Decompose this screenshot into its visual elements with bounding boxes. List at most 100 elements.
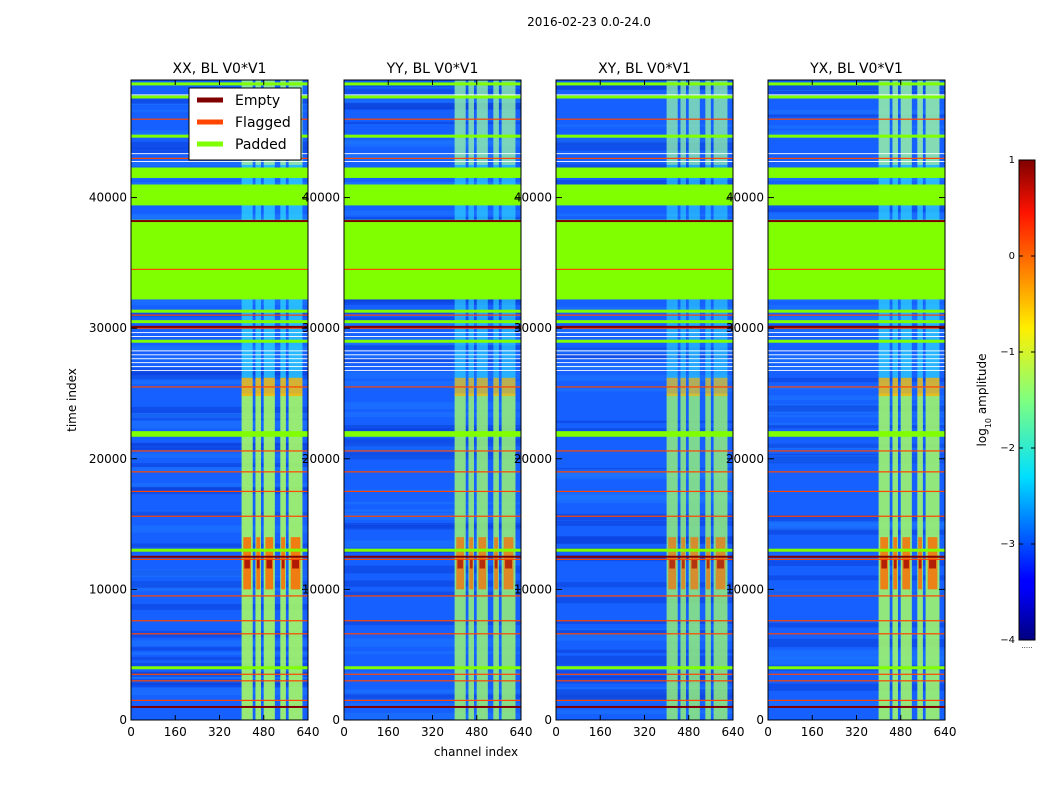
flagged-line xyxy=(131,450,308,452)
panels: XX, BL V0*V1 0 160 320 480 640 0 10000 20000 3000… xyxy=(89,61,957,739)
rfi-band-top xyxy=(713,80,728,165)
rfi-band-top xyxy=(688,80,700,165)
x-tick-label: 0 xyxy=(552,725,560,739)
noise-stripe xyxy=(556,520,733,526)
white-line xyxy=(556,362,733,364)
noise-stripe xyxy=(131,443,308,450)
white-line xyxy=(131,354,308,356)
x-tick-label: 0 xyxy=(340,725,348,739)
rfi-band-top xyxy=(925,80,940,165)
noise-stripe xyxy=(768,377,945,383)
noise-stripe xyxy=(768,656,945,660)
white-line xyxy=(344,336,521,337)
rfi-band-top xyxy=(680,80,686,165)
x-tick-label: 480 xyxy=(677,725,700,739)
padded-line xyxy=(344,548,521,552)
flagged-line xyxy=(556,699,733,702)
noise-stripe xyxy=(556,84,733,91)
noise-stripe xyxy=(556,142,733,147)
panel-1: YY, BL V0*V1 0 160 320 480 640 0 10000 20000 3000… xyxy=(302,61,533,739)
flagged-line xyxy=(131,490,308,493)
flagged-line xyxy=(768,268,945,270)
noise-stripe xyxy=(768,414,945,418)
noise-stripe xyxy=(344,140,521,145)
white-line xyxy=(344,350,521,352)
empty-line xyxy=(768,555,945,558)
flagged-line xyxy=(344,673,521,675)
white-line xyxy=(131,366,308,368)
padded-line xyxy=(131,320,308,324)
colorbar-tick-label: −3 xyxy=(1000,539,1015,550)
flagged-line xyxy=(768,515,945,517)
colorbar-tick-label: 1 xyxy=(1009,155,1015,166)
noise-stripe xyxy=(344,425,521,432)
noise-stripe xyxy=(344,523,521,530)
flagged-line xyxy=(344,680,521,682)
noise-stripe xyxy=(344,489,521,492)
x-tick-label: 640 xyxy=(297,725,320,739)
padded-line xyxy=(344,95,521,99)
x-tick-label: 0 xyxy=(764,725,772,739)
flagged-line xyxy=(768,699,945,702)
y-tick-label: 10000 xyxy=(89,582,127,596)
flagged-line xyxy=(768,471,945,473)
empty-line xyxy=(344,555,521,558)
noise-stripe xyxy=(768,175,945,181)
y-tick-label: 40000 xyxy=(89,191,127,205)
flagged-line xyxy=(131,386,308,388)
rfi-band-top xyxy=(917,80,923,165)
noise-stripe xyxy=(556,663,733,666)
y-tick-label: 40000 xyxy=(726,191,764,205)
rfi-band-top xyxy=(900,80,912,165)
y-tick-label: 20000 xyxy=(302,452,340,466)
plot-area xyxy=(768,80,945,720)
y-tick-label: 40000 xyxy=(514,191,552,205)
white-line xyxy=(131,369,308,371)
colorbar-label: log10 amplitude xyxy=(975,354,993,447)
flagged-line xyxy=(344,268,521,270)
noise-stripe xyxy=(768,353,945,361)
padded-line xyxy=(768,134,945,138)
rfi-core xyxy=(893,559,897,569)
colorbar-tick-label: −4 xyxy=(1000,635,1015,646)
flagged-line xyxy=(556,157,733,159)
noise-stripe xyxy=(556,629,733,634)
rfi-band-top xyxy=(468,80,474,165)
flagged-line xyxy=(131,314,308,316)
y-tick-label: 0 xyxy=(332,713,340,727)
panel-2: XY, BL V0*V1 0 160 320 480 640 0 10000 20000 3000… xyxy=(514,61,745,739)
padded-line xyxy=(556,339,733,343)
rfi-band-top xyxy=(878,80,890,165)
legend-label-empty: Empty xyxy=(235,93,280,109)
flagged-line xyxy=(556,471,733,473)
noise-stripe xyxy=(344,380,521,387)
flagged-line xyxy=(131,620,308,622)
x-tick-label: 320 xyxy=(421,725,444,739)
noise-stripe xyxy=(768,623,945,628)
noise-stripe xyxy=(768,701,945,708)
noise-stripe xyxy=(768,304,945,310)
padded-line xyxy=(131,339,308,343)
legend-label-flagged: Flagged xyxy=(235,115,291,131)
rfi-core xyxy=(479,559,486,569)
white-line xyxy=(131,350,308,352)
padded-line xyxy=(131,548,308,552)
empty-line xyxy=(131,220,308,223)
flagged-line xyxy=(556,490,733,493)
noise-stripe xyxy=(556,347,733,350)
noise-stripe xyxy=(556,346,733,354)
white-line xyxy=(556,350,733,352)
empty-line xyxy=(344,220,521,223)
noise-stripe xyxy=(344,103,521,110)
noise-stripe xyxy=(556,328,733,334)
white-line xyxy=(344,369,521,371)
plot-area xyxy=(556,80,733,720)
flagged-line xyxy=(768,680,945,682)
noise-stripe xyxy=(768,523,945,530)
noise-stripe xyxy=(556,695,733,702)
rfi-core xyxy=(706,559,710,569)
plot-area xyxy=(344,80,521,720)
white-line xyxy=(344,94,521,96)
x-axis-label: channel index xyxy=(434,745,518,759)
